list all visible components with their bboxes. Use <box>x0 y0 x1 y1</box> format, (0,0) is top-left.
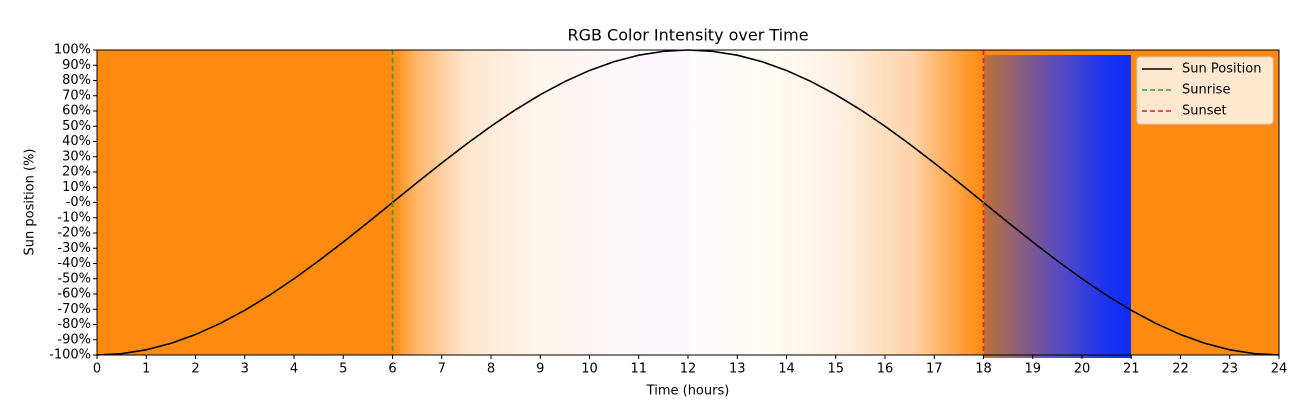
legend-label: Sunset <box>1182 104 1227 119</box>
y-tick-label: 10% <box>62 180 91 195</box>
x-tick-label: 20 <box>1074 362 1091 377</box>
y-tick-label: 90% <box>62 58 91 73</box>
x-tick-label: 3 <box>241 362 249 377</box>
y-tick-label: -60% <box>57 287 91 302</box>
y-tick-label: 70% <box>62 88 91 103</box>
x-tick-label: 13 <box>729 362 746 377</box>
x-tick-label: 19 <box>1024 362 1041 377</box>
x-tick-label: 8 <box>487 362 495 377</box>
x-tick-label: 2 <box>191 362 199 377</box>
y-axis-label: Sun position (%) <box>23 149 38 256</box>
x-tick-label: 9 <box>536 362 544 377</box>
y-tick-label: -40% <box>57 256 91 271</box>
y-tick-label: 40% <box>62 134 91 149</box>
legend-label: Sun Position <box>1182 62 1261 77</box>
y-tick-label: -100% <box>49 348 91 363</box>
x-tick-label: 4 <box>290 362 298 377</box>
y-tick-label: 80% <box>62 73 91 88</box>
legend-box <box>1136 56 1274 125</box>
dusk-shading <box>984 55 1131 358</box>
y-tick-label: -20% <box>57 226 91 241</box>
y-tick-label: -30% <box>57 241 91 256</box>
y-tick-label: -80% <box>57 317 91 332</box>
x-tick-label: 5 <box>339 362 347 377</box>
y-tick-label: 100% <box>54 43 91 58</box>
y-tick-label: -0% <box>66 195 91 210</box>
y-tick-label: -50% <box>57 271 91 286</box>
x-tick-label: 7 <box>438 362 446 377</box>
y-tick-label: -90% <box>57 332 91 347</box>
x-tick-label: 0 <box>93 362 101 377</box>
legend: Sun Position Sunrise Sunset <box>1136 56 1274 125</box>
x-tick-label: 1 <box>142 362 150 377</box>
y-tick-label: -10% <box>57 210 91 225</box>
y-tick-label: 60% <box>62 104 91 119</box>
x-tick-label: 18 <box>975 362 992 377</box>
x-axis-label: Time (hours) <box>646 384 730 399</box>
x-tick-label: 23 <box>1221 362 1238 377</box>
legend-label: Sunrise <box>1182 83 1230 98</box>
x-tick-label: 6 <box>388 362 396 377</box>
y-tick-label: -70% <box>57 302 91 317</box>
x-tick-label: 17 <box>926 362 943 377</box>
x-tick-label: 11 <box>630 362 647 377</box>
y-tick-label: 50% <box>62 119 91 134</box>
x-tick-label: 24 <box>1271 362 1288 377</box>
chart-title: RGB Color Intensity over Time <box>567 26 808 45</box>
x-tick-label: 16 <box>877 362 894 377</box>
y-tick-label: 20% <box>62 165 91 180</box>
x-tick-label: 14 <box>778 362 795 377</box>
x-tick-label: 15 <box>827 362 844 377</box>
x-tick-label: 22 <box>1172 362 1189 377</box>
y-tick-label: 30% <box>62 149 91 164</box>
x-tick-label: 12 <box>680 362 697 377</box>
x-tick-label: 21 <box>1123 362 1140 377</box>
x-tick-label: 10 <box>581 362 598 377</box>
